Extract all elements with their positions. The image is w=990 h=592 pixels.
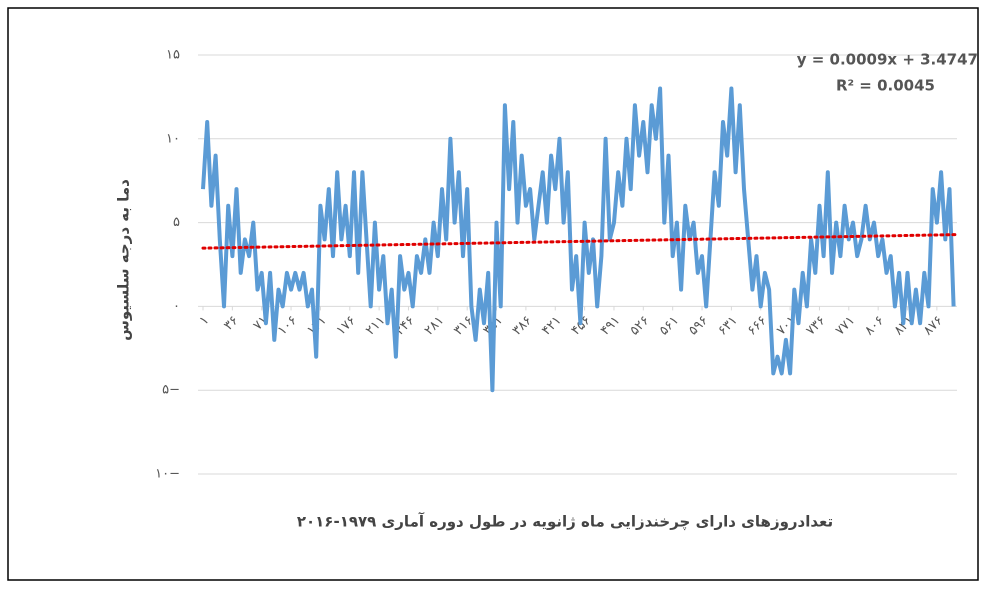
y-tick-label: ۵ bbox=[173, 215, 180, 230]
y-tick-label: ۱۰− bbox=[155, 467, 180, 482]
y-tick-label: ۰ bbox=[173, 299, 180, 314]
x-axis-title: تعدادروزهای دارای چرخندزایی ماه ژانویه د… bbox=[297, 513, 833, 532]
trend-equation: y = 0.0009x + 3.4747 bbox=[797, 51, 978, 69]
y-axis-title: دما به درجه سلسیوس bbox=[115, 179, 133, 341]
data-line bbox=[201, 86, 956, 393]
trendline bbox=[201, 233, 959, 250]
plot bbox=[201, 86, 959, 393]
y-tick-label: ۱۰ bbox=[166, 131, 180, 146]
y-tick-label: ۵− bbox=[162, 383, 180, 398]
trend-r2: R² = 0.0045 bbox=[836, 77, 935, 95]
y-tick-label: ۱۵ bbox=[166, 48, 180, 63]
